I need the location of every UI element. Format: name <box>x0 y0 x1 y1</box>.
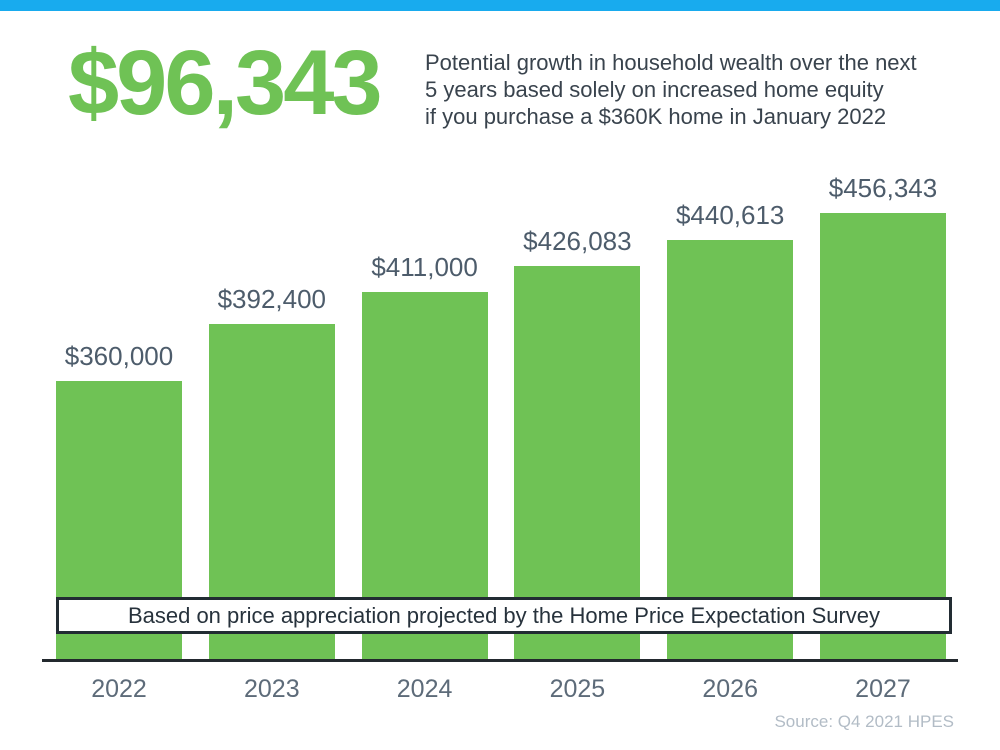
headline-description: Potential growth in household wealth ove… <box>425 41 917 130</box>
headline-amount: $96,343 <box>68 32 383 134</box>
description-line-3: if you purchase a $360K home in January … <box>425 104 887 129</box>
description-line-2: 5 years based solely on increased home e… <box>425 77 884 102</box>
bar-series: $360,000 $392,400 $411,000 $426,083 $440,613… <box>56 168 946 659</box>
bar-value-label: $360,000 <box>64 341 174 371</box>
bar <box>667 240 794 659</box>
description-line-1: Potential growth in household wealth ove… <box>425 50 917 75</box>
bar-value-label: $440,613 <box>675 200 785 230</box>
x-axis-label-2022: 2022 <box>91 675 147 703</box>
bar <box>514 266 641 659</box>
header: $96,343 Potential growth in household we… <box>0 11 1000 130</box>
x-axis: 2022 2023 2024 2025 2026 2027 <box>56 675 946 704</box>
bar-value-label: $456,343 <box>828 173 938 203</box>
x-axis-label-2025: 2025 <box>549 675 606 703</box>
chart-annotation-text: Based on price appreciation projected by… <box>127 602 881 628</box>
x-axis-label-2023: 2023 <box>243 675 300 703</box>
x-axis-label-2026: 2026 <box>702 675 758 703</box>
bar-column-2027: $456,343 <box>819 173 946 659</box>
bar-value-label: $392,400 <box>217 284 327 314</box>
bar-column-2026: $440,613 <box>667 200 794 659</box>
bar-chart: $360,000 $392,400 $411,000 $426,083 $440,613… <box>42 168 958 662</box>
bar <box>819 213 946 659</box>
top-accent-bar <box>0 0 1000 11</box>
x-axis-label-2024: 2024 <box>396 675 453 703</box>
bar-column-2025: $426,083 <box>514 226 641 659</box>
x-axis-label-2027: 2027 <box>855 675 911 703</box>
source-caption: Source: Q4 2021 HPES <box>774 712 954 731</box>
bar-value-label: $411,000 <box>371 252 478 282</box>
chart-annotation-banner: Based on price appreciation projected by… <box>56 597 952 634</box>
bar-value-label: $426,083 <box>523 226 632 256</box>
